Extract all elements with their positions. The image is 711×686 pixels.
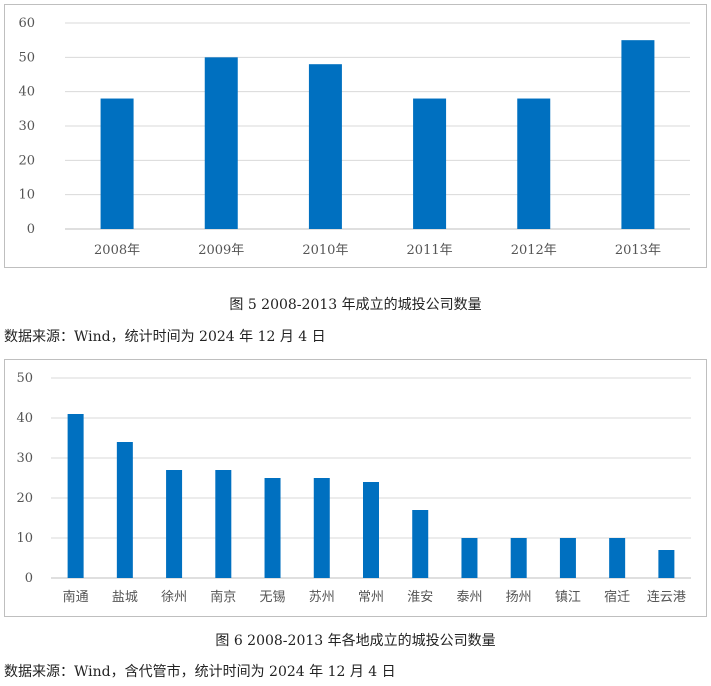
- figure-6-caption: 图 6 2008-2013 年各地成立的城投公司数量: [215, 633, 496, 649]
- bar: [308, 64, 342, 229]
- x-category-label: 苏州: [309, 589, 335, 605]
- bar: [413, 98, 447, 230]
- bar: [215, 470, 232, 578]
- y-tick-label: 50: [16, 371, 33, 386]
- bar: [313, 478, 330, 578]
- x-category-label: 泰州: [456, 590, 482, 605]
- x-category-label: 2011年: [407, 243, 453, 258]
- bar: [559, 538, 576, 578]
- y-tick-label: 50: [18, 50, 35, 65]
- bar: [166, 470, 183, 578]
- bar: [264, 478, 281, 578]
- y-tick-label: 40: [16, 411, 33, 426]
- x-category-label: 连云港: [647, 589, 686, 605]
- x-category-label: 南通: [63, 589, 89, 605]
- bar: [204, 57, 238, 230]
- y-tick-label: 0: [27, 222, 35, 237]
- x-category-label: 常州: [358, 590, 384, 605]
- y-tick-label: 10: [16, 531, 33, 546]
- figure-5-caption: 图 5 2008-2013 年成立的城投公司数量: [229, 297, 482, 313]
- x-category-label: 2013年: [615, 243, 661, 258]
- x-category-label: 淮安: [407, 590, 433, 605]
- y-tick-label: 20: [16, 491, 33, 506]
- x-category-label: 2010年: [302, 243, 348, 258]
- bar: [510, 538, 527, 578]
- y-tick-label: 20: [18, 153, 35, 168]
- bar: [100, 98, 134, 230]
- y-tick-label: 10: [18, 188, 35, 203]
- x-category-label: 扬州: [506, 590, 532, 605]
- x-category-label: 南京: [210, 589, 236, 605]
- y-tick-label: 30: [18, 119, 35, 134]
- y-tick-label: 60: [18, 16, 35, 31]
- y-tick-label: 0: [25, 571, 33, 586]
- chart-2-frame: 0 10 20 30 40 50 南通 盐城 徐州 南京 无锡 苏州 常州 淮安 泰州 扬州 镇江 宿迁 连云港: [4, 359, 707, 617]
- bar: [461, 538, 478, 578]
- bar: [621, 40, 655, 229]
- x-category-label: 盐城: [112, 590, 138, 605]
- chart-1-frame: 0 10 20 30 40 50 60 2008年 2009年 2010年 2011年 2012年 20…: [4, 4, 707, 268]
- bar: [609, 538, 626, 578]
- bar: [363, 482, 379, 578]
- chart-1-svg: 0 10 20 30 40 50 60 2008年 2009年 2010年 2011年 2012年 20…: [18, 16, 690, 258]
- bar: [517, 98, 551, 230]
- x-category-label: 无锡: [260, 590, 286, 605]
- bar: [67, 414, 84, 578]
- chart-2-svg: 0 10 20 30 40 50 南通 盐城 徐州 南京 无锡 苏州 常州 淮安 泰州 扬州 镇江 宿迁 连云港: [16, 371, 691, 605]
- x-category-label: 2008年: [94, 243, 140, 258]
- x-category-label: 宿迁: [604, 589, 630, 605]
- y-tick-label: 40: [18, 85, 35, 100]
- x-category-label: 2009年: [198, 243, 244, 258]
- figure-5-source: 数据来源：Wind，统计时间为 2024 年 12 月 4 日: [4, 329, 326, 345]
- bar: [116, 442, 133, 578]
- x-category-label: 镇江: [555, 590, 581, 605]
- x-category-label: 2012年: [511, 243, 557, 258]
- figure-6-source: 数据来源：Wind，含代管市，统计时间为 2024 年 12 月 4 日: [4, 664, 396, 680]
- bar: [412, 510, 429, 578]
- bar: [658, 550, 675, 578]
- x-category-label: 徐州: [161, 590, 187, 605]
- y-tick-label: 30: [16, 451, 33, 466]
